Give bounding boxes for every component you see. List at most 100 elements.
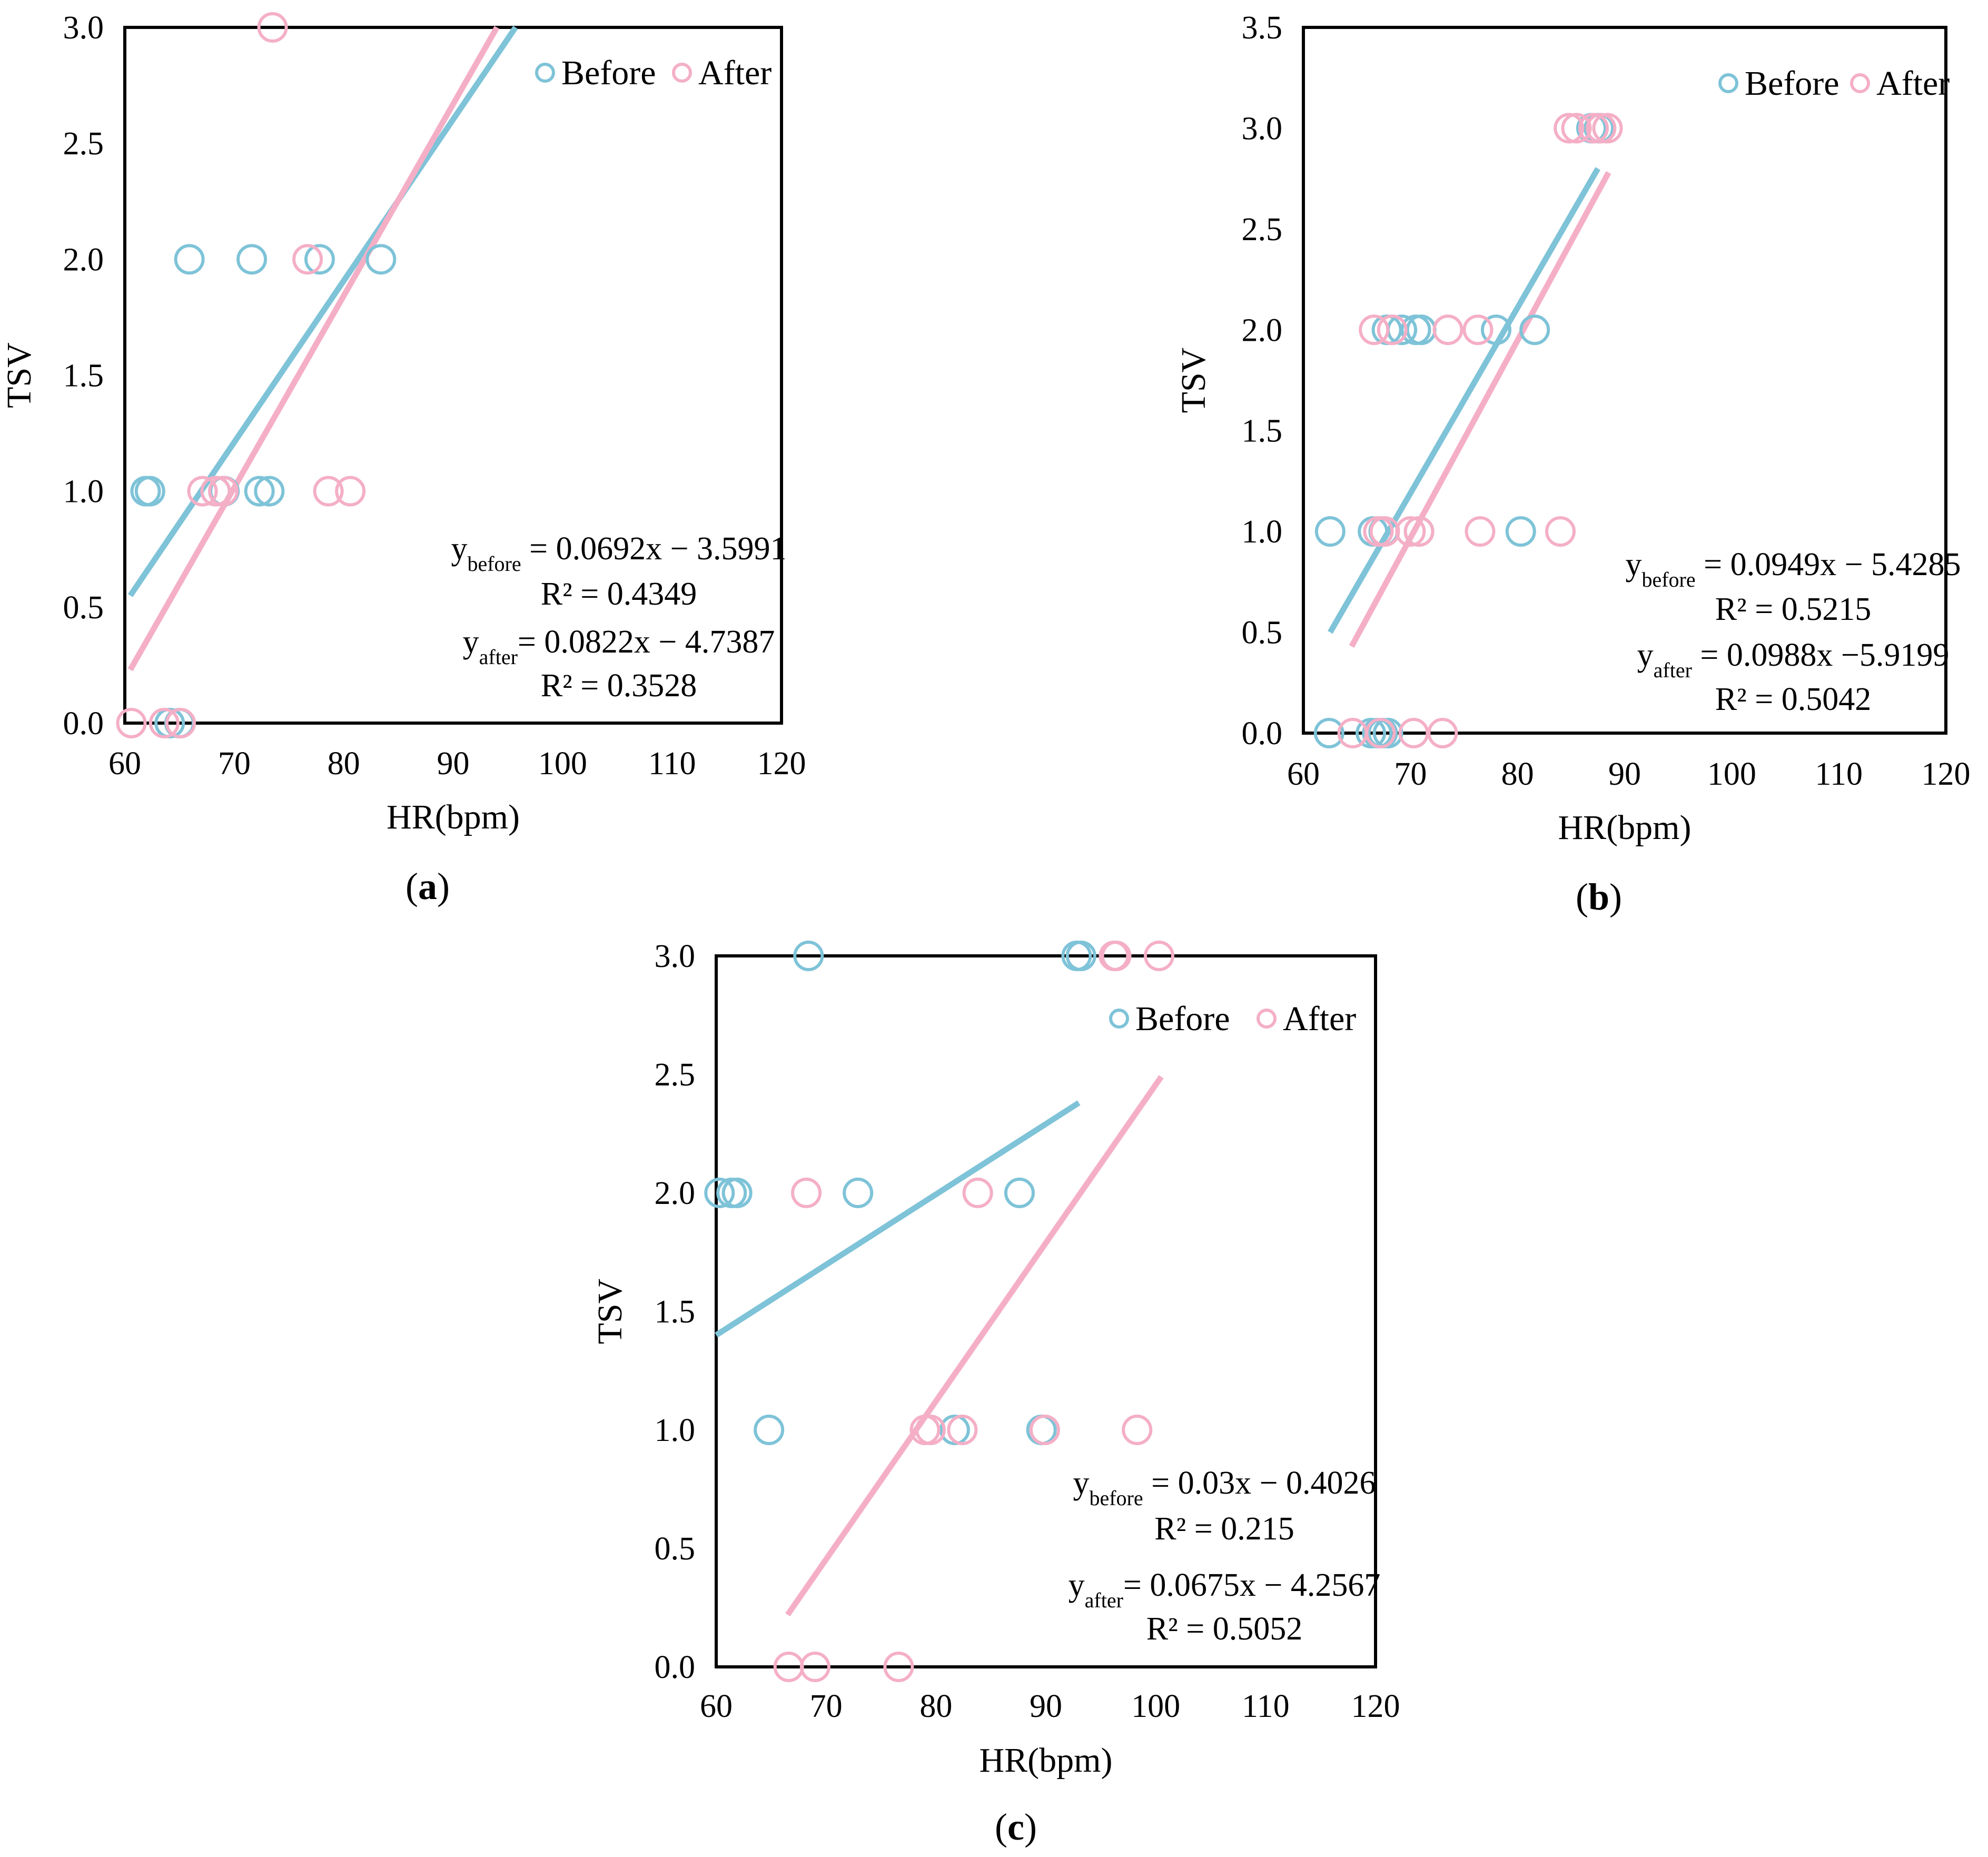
point-after bbox=[1377, 314, 1408, 345]
y-tick-label: 1.0 bbox=[63, 474, 104, 510]
equation-before: ybefore = 0.0949x − 5.4285 bbox=[1625, 547, 1961, 591]
point-before bbox=[1481, 314, 1511, 345]
point-before bbox=[843, 1178, 874, 1208]
chart-c: 0.0 0.5 1.0 1.5 2.0 2.5 3.0 60 70 80 90 100 110 120 HR… bbox=[591, 939, 1400, 1848]
equation-subscript: after bbox=[1085, 1588, 1123, 1612]
x-tick-label: 120 bbox=[757, 746, 806, 782]
point-after bbox=[116, 708, 147, 738]
trendline-before bbox=[715, 1100, 1081, 1338]
point-before bbox=[365, 244, 397, 275]
point-after bbox=[1465, 516, 1496, 547]
r-squared-before: R² = 0.215 bbox=[1154, 1511, 1294, 1547]
chart-a: 0.0 0.5 1.0 1.5 2.0 2.5 3.0 60 70 80 90 100 110 120 HR… bbox=[0, 10, 806, 907]
x-tick-label: 90 bbox=[437, 746, 470, 782]
chart-b: 0.0 0.5 1.0 1.5 2.0 2.5 3.0 3.5 60 70 80 90 100 110 12… bbox=[1174, 10, 1971, 918]
caption-letter: c bbox=[1007, 1806, 1024, 1848]
x-tick-label: 120 bbox=[1922, 756, 1971, 792]
y-tick-label: 0.0 bbox=[655, 1649, 696, 1685]
point-before bbox=[704, 1178, 735, 1208]
point-before bbox=[236, 244, 268, 275]
equation-symbol: y bbox=[1637, 637, 1654, 673]
point-before bbox=[721, 1178, 753, 1208]
caption-paren: ) bbox=[1024, 1806, 1037, 1848]
x-tick-label: 60 bbox=[1287, 756, 1320, 792]
y-tick-label: 3.0 bbox=[655, 939, 696, 974]
r-squared-after: R² = 0.3528 bbox=[541, 668, 697, 704]
point-after bbox=[208, 476, 239, 507]
y-tick-label: 1.0 bbox=[655, 1412, 696, 1448]
equation-after: yafter = 0.0988x −5.9199 bbox=[1637, 637, 1950, 682]
equation-symbol: y bbox=[1069, 1567, 1085, 1603]
x-tick-label: 100 bbox=[1131, 1688, 1180, 1724]
point-before bbox=[754, 1415, 785, 1445]
legend-marker-after bbox=[672, 63, 692, 83]
point-after bbox=[791, 1178, 822, 1208]
plot-frame bbox=[1302, 26, 1947, 735]
y-tick-label: 1.0 bbox=[1242, 514, 1283, 550]
equation-subscript: after bbox=[479, 645, 518, 669]
x-tick-label: 70 bbox=[218, 746, 251, 782]
y-tick-label: 2.0 bbox=[63, 242, 104, 278]
caption-paren: ) bbox=[1609, 876, 1622, 918]
point-after bbox=[947, 1415, 978, 1445]
point-after bbox=[883, 1652, 914, 1682]
y-tick-label: 1.5 bbox=[655, 1294, 696, 1330]
x-tick-label: 80 bbox=[1501, 756, 1534, 792]
point-before bbox=[134, 476, 165, 507]
y-tick-label: 0.5 bbox=[655, 1531, 696, 1567]
point-before bbox=[1065, 941, 1096, 971]
y-tick-label: 2.0 bbox=[1242, 312, 1283, 348]
y-tick-label: 2.5 bbox=[1242, 212, 1283, 248]
legend-label-after: After bbox=[698, 54, 772, 92]
equation-body: = 0.03x − 0.4026 bbox=[1143, 1465, 1376, 1501]
r-squared-after: R² = 0.5052 bbox=[1146, 1611, 1302, 1647]
y-tick-label: 0.5 bbox=[63, 590, 104, 626]
caption-paren: ( bbox=[405, 865, 418, 907]
panel-caption: (a) bbox=[405, 865, 450, 907]
point-after bbox=[1403, 516, 1435, 547]
x-tick-label: 110 bbox=[1242, 1688, 1290, 1724]
y-tick-label: 0.0 bbox=[1242, 716, 1283, 752]
trendline-after bbox=[785, 1075, 1164, 1617]
equation-subscript: before bbox=[1089, 1486, 1143, 1510]
point-after bbox=[335, 476, 366, 507]
trendline-before bbox=[127, 25, 518, 597]
equation-body: = 0.0692x − 3.5991 bbox=[521, 531, 787, 567]
equation-before: ybefore = 0.0692x − 3.5991 bbox=[451, 531, 786, 576]
point-before bbox=[304, 244, 335, 275]
equation-subscript: before bbox=[1641, 568, 1695, 591]
point-after bbox=[1143, 941, 1174, 971]
point-before bbox=[1372, 718, 1403, 748]
y-axis-title: TSV bbox=[0, 342, 38, 408]
point-after bbox=[962, 1178, 993, 1208]
y-tick-label: 0.0 bbox=[63, 706, 104, 742]
x-tick-label: 70 bbox=[810, 1688, 843, 1724]
trendline-after bbox=[127, 26, 500, 671]
trendline-before bbox=[1328, 167, 1600, 634]
point-before bbox=[793, 941, 824, 971]
point-after bbox=[1122, 1415, 1153, 1445]
x-tick-label: 100 bbox=[538, 746, 587, 782]
legend-marker-after bbox=[1850, 73, 1870, 93]
y-tick-label: 2.5 bbox=[655, 1057, 696, 1093]
y-tick-label: 3.0 bbox=[1242, 111, 1283, 146]
y-tick-label: 0.5 bbox=[1242, 615, 1283, 651]
point-after bbox=[292, 244, 323, 275]
caption-paren: ) bbox=[437, 865, 450, 907]
point-after bbox=[915, 1415, 946, 1445]
point-before bbox=[1505, 516, 1536, 547]
point-after bbox=[1101, 941, 1132, 971]
point-after bbox=[1427, 718, 1458, 748]
legend: Before After bbox=[535, 54, 772, 92]
point-before bbox=[1004, 1178, 1035, 1208]
x-tick-label: 60 bbox=[700, 1688, 733, 1724]
y-tick-label: 1.5 bbox=[1242, 413, 1283, 449]
point-after bbox=[200, 476, 231, 507]
point-before bbox=[174, 244, 205, 275]
equation-body: = 0.0822x − 4.7387 bbox=[518, 624, 775, 660]
point-after bbox=[1578, 113, 1609, 144]
point-after bbox=[313, 476, 344, 507]
panel-caption: (b) bbox=[1576, 876, 1622, 918]
y-axis-title: TSV bbox=[591, 1279, 629, 1345]
